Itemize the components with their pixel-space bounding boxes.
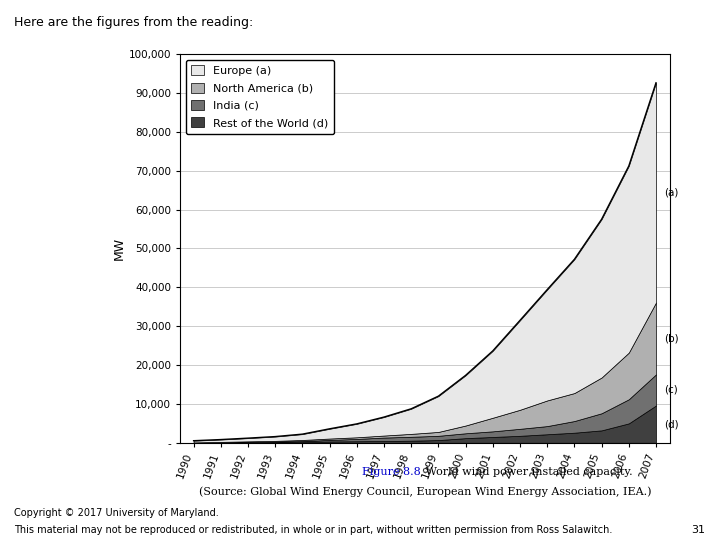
Text: (d): (d) <box>664 419 679 429</box>
Text: 31: 31 <box>692 524 706 535</box>
Text: Figure 8.8: Figure 8.8 <box>362 467 421 477</box>
Text: World wind power installed capacity.: World wind power installed capacity. <box>422 467 633 477</box>
Text: Copyright © 2017 University of Maryland.: Copyright © 2017 University of Maryland. <box>14 508 219 518</box>
Legend: Europe (a), North America (b), India (c), Rest of the World (d): Europe (a), North America (b), India (c)… <box>186 59 334 134</box>
Text: Here are the figures from the reading:: Here are the figures from the reading: <box>14 16 253 29</box>
Y-axis label: MW: MW <box>113 237 126 260</box>
Text: This material may not be reproduced or redistributed, in whole or in part, witho: This material may not be reproduced or r… <box>14 524 613 535</box>
Text: (a): (a) <box>664 187 678 198</box>
Text: (b): (b) <box>664 333 679 343</box>
Text: (Source: Global Wind Energy Council, European Wind Energy Association, IEA.): (Source: Global Wind Energy Council, Eur… <box>199 486 651 497</box>
Text: (c): (c) <box>664 385 678 395</box>
